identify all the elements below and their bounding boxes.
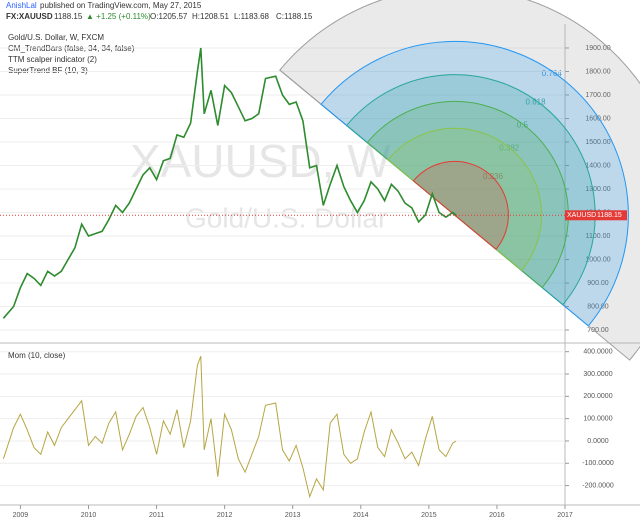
chart-title: Gold/U.S. Dollar, W, FXCM: [8, 33, 104, 42]
fib-label: 0.236: [483, 172, 504, 181]
price-tag: [565, 210, 627, 221]
y-tick-label: 100.0000: [583, 415, 612, 422]
fib-arc: [412, 160, 509, 251]
x-tick-label: 2014: [353, 512, 369, 519]
x-tick-label: 2012: [217, 512, 233, 519]
momentum-line: [2, 356, 457, 499]
watermark: XAUUSD, W: [130, 135, 391, 187]
y-tick-label: 1700.00: [585, 92, 610, 99]
y-tick-label: 1000.00: [585, 256, 610, 263]
x-tick-label: 2016: [489, 512, 505, 519]
watermark: Gold/U.S. Dollar: [185, 202, 387, 233]
fib-label: 0.618: [526, 97, 547, 106]
symbol-tag: XAUUSD: [567, 212, 596, 219]
y-tick-label: -100.0000: [582, 460, 614, 467]
y-tick-label: 800.00: [587, 303, 609, 310]
fib-label: 0.5: [517, 120, 529, 129]
y-tick-label: 400.0000: [583, 349, 612, 356]
price-tag-label: 1188.15: [597, 212, 622, 219]
x-tick-label: 2013: [285, 512, 301, 519]
y-tick-label: 1100.00: [586, 233, 611, 240]
y-tick-label: 1800.00: [585, 68, 610, 75]
symbol: FX:XAUUSD: [6, 12, 53, 21]
indicator: CM_TrendBars (false, 34, 34, false): [8, 44, 135, 53]
fib-arc: [366, 101, 569, 289]
low: L:1183.68: [234, 12, 270, 21]
price: 1188.15: [54, 12, 83, 21]
open: O:1205.57: [150, 12, 188, 21]
y-tick-label: -200.0000: [582, 482, 614, 489]
y-tick-label: 0.0000: [587, 438, 609, 445]
author[interactable]: AnishLal: [6, 1, 37, 10]
high: H:1208.51: [192, 12, 229, 21]
y-tick-label: 700.00: [587, 327, 609, 334]
y-tick-label: 300.0000: [583, 371, 612, 378]
y-tick-label: 200.0000: [583, 393, 612, 400]
fib-arc: [279, 0, 640, 361]
close: C:1188.15: [276, 12, 313, 21]
price-line: [2, 47, 457, 319]
y-tick-label: 1400.00: [585, 162, 610, 169]
x-tick-label: 2010: [81, 512, 97, 519]
x-tick-label: 2015: [421, 512, 437, 519]
fib-label: 0.764: [542, 69, 563, 78]
y-tick-label: 900.00: [587, 280, 609, 287]
y-tick-label: 1500.00: [585, 139, 610, 146]
x-tick-label: 2009: [13, 512, 29, 519]
mom-title: Mom (10, close): [8, 351, 66, 360]
y-tick-label: 1300.00: [585, 186, 610, 193]
indicator: TTM scalper indicator (2): [8, 55, 97, 64]
x-tick-label: 2017: [557, 512, 573, 519]
change: ▲ +1.25 (+0.11%): [86, 12, 151, 21]
indicator: SuperTrend BF (10, 3): [8, 66, 88, 75]
published: published on TradingView.com, May 27, 20…: [40, 1, 202, 10]
y-tick-label: 1600.00: [585, 115, 610, 122]
x-tick-label: 2011: [149, 512, 164, 519]
y-tick-label: 1900.00: [585, 45, 610, 52]
fib-arc: [387, 127, 543, 272]
